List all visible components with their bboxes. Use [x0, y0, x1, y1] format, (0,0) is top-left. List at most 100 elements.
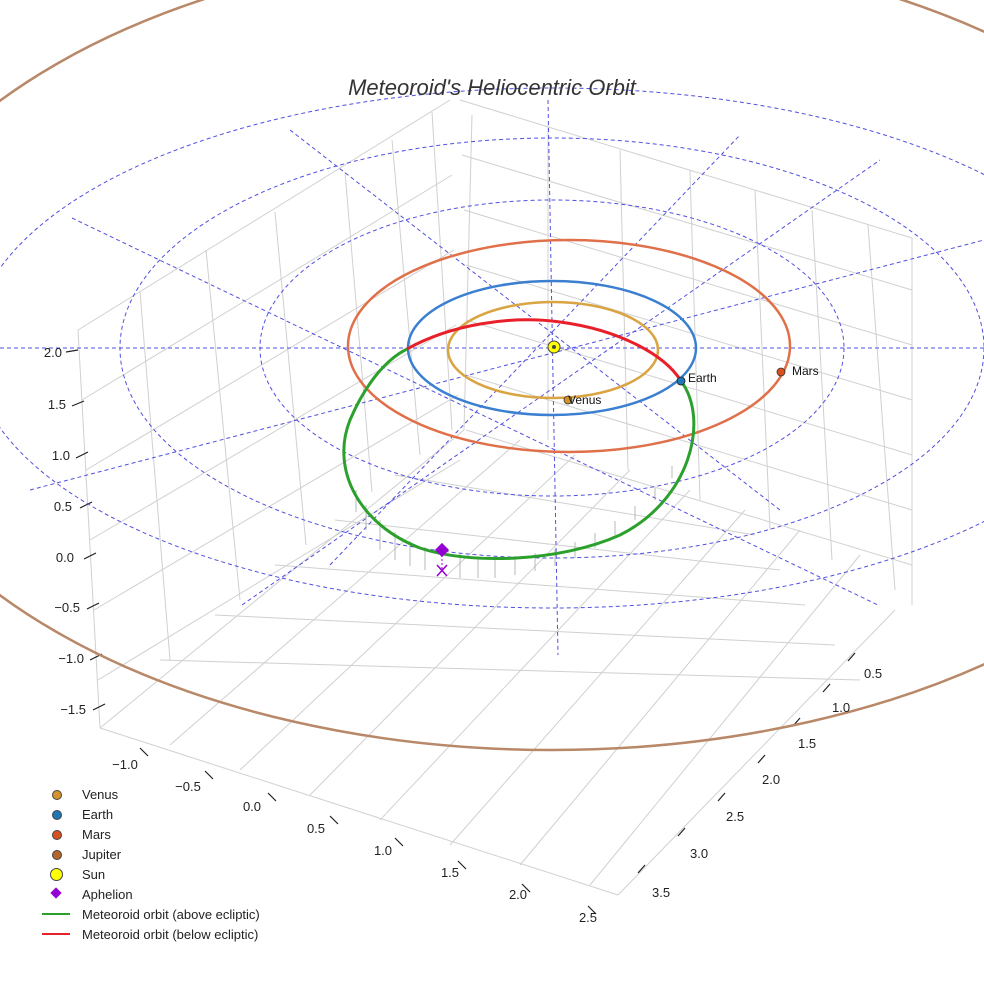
grid-line: [274, 211, 307, 546]
x-tick-label: 0.5: [307, 821, 325, 836]
y-tick-label: 0.5: [864, 666, 882, 681]
grid-line: [344, 171, 373, 493]
ecliptic-spoke: [329, 134, 741, 566]
ecliptic-spoke: [547, 99, 559, 656]
legend-label: Meteoroid orbit (below ecliptic): [82, 926, 259, 942]
grid-line: [379, 489, 691, 821]
legend-item: Sun: [38, 864, 260, 884]
y-tick-label: 2.0: [762, 772, 780, 787]
grid-line: [334, 519, 781, 571]
grid-line: [519, 529, 801, 866]
z-tick-label: −1.0: [58, 651, 84, 666]
grid-line: [81, 174, 453, 401]
y-tick-label: 1.5: [798, 736, 816, 751]
z-tick-label: 1.0: [52, 448, 70, 463]
z-tick-label: 0.0: [56, 550, 74, 565]
x-tick-label: 2.5: [579, 910, 597, 925]
grid-line: [619, 149, 629, 471]
aphelion-marker: [434, 542, 450, 558]
ecliptic-grid: [0, 87, 984, 656]
chart-title: Meteoroid's Heliocentric Orbit: [348, 75, 637, 100]
z-tick-label: 2.0: [44, 345, 62, 360]
z-tick-label: −1.5: [60, 702, 86, 717]
legend-line-icon: [38, 904, 78, 924]
grid-line: [867, 224, 896, 591]
grid-line: [99, 727, 619, 896]
legend-label: Sun: [82, 866, 106, 882]
y-tick-label: 3.0: [690, 846, 708, 861]
grid-line: [465, 319, 913, 456]
grid-line: [139, 291, 171, 661]
grid-line: [754, 189, 771, 531]
jupiter-orbit: [0, 0, 984, 752]
aphelion-projection-marker: [436, 564, 448, 577]
legend-label: Jupiter: [82, 846, 122, 862]
legend-item: Aphelion: [38, 884, 260, 904]
grid-line: [85, 249, 455, 471]
x-tick-label: 1.0: [374, 843, 392, 858]
legend-label: Meteoroid orbit (above ecliptic): [82, 906, 260, 922]
earth-label: Earth: [688, 371, 717, 385]
grid-line: [391, 139, 421, 456]
legend-dot-icon: [38, 844, 78, 864]
grid-line: [93, 394, 459, 611]
meteoroid-orbit-below: [406, 318, 683, 382]
legend-line-icon: [38, 924, 78, 944]
legend-item: Meteoroid orbit (above ecliptic): [38, 904, 260, 924]
legend: Venus Earth Mars Jupiter Sun Aphelion Meteoroi…: [38, 784, 260, 944]
grid-line: [449, 509, 746, 846]
grid-line: [97, 459, 461, 681]
legend-label: Earth: [82, 806, 114, 822]
ecliptic-spoke: [241, 159, 881, 606]
venus-label: Venus: [568, 393, 601, 407]
grid-line: [77, 329, 101, 729]
legend-item: Venus: [38, 784, 260, 804]
earth-marker: [676, 376, 686, 386]
venus-marker: [563, 395, 573, 405]
grid-line: [459, 99, 913, 239]
grid-line: [274, 564, 806, 606]
y-tick-label: 2.5: [726, 809, 744, 824]
grid-line: [205, 249, 241, 601]
z-tick-label: −0.5: [54, 600, 80, 615]
grid-line: [309, 469, 631, 796]
legend-label: Venus: [82, 786, 119, 802]
ecliptic-spoke: [29, 239, 984, 491]
legend-item: Jupiter: [38, 844, 260, 864]
axis-ticks: [65, 349, 856, 915]
venus-orbit: [446, 300, 660, 400]
grid-line: [77, 99, 451, 331]
grid-line: [159, 659, 861, 681]
y-tick-label: 1.0: [832, 700, 850, 715]
ecliptic-spoke: [71, 217, 879, 606]
grid-line: [431, 111, 453, 431]
grid-line: [589, 554, 861, 886]
legend-sun-icon: [38, 864, 78, 884]
legend-item: Mars: [38, 824, 260, 844]
legend-item: Earth: [38, 804, 260, 824]
x-tick-label: −0.5: [175, 779, 201, 794]
x-tick-label: −1.0: [112, 757, 138, 772]
sun-center: [552, 345, 556, 349]
legend-item: Meteoroid orbit (below ecliptic): [38, 924, 260, 944]
legend-dot-icon: [38, 804, 78, 824]
grid-line: [463, 114, 473, 431]
grid-line: [169, 439, 521, 746]
grid-line: [463, 209, 913, 346]
grid-line: [461, 154, 913, 291]
legend-dot-icon: [38, 784, 78, 804]
grid-line: [465, 429, 913, 566]
grid-line: [214, 614, 836, 646]
grid-line: [99, 429, 465, 729]
grid: [77, 99, 913, 896]
legend-dot-icon: [38, 824, 78, 844]
x-tick-label: 0.0: [243, 799, 261, 814]
mars-marker: [776, 367, 786, 377]
legend-diamond-icon: [38, 884, 78, 904]
mars-label: Mars: [792, 364, 819, 378]
x-tick-label: 1.5: [441, 865, 459, 880]
legend-label: Mars: [82, 826, 111, 842]
grid-line: [89, 324, 457, 541]
grid-line: [394, 474, 756, 536]
